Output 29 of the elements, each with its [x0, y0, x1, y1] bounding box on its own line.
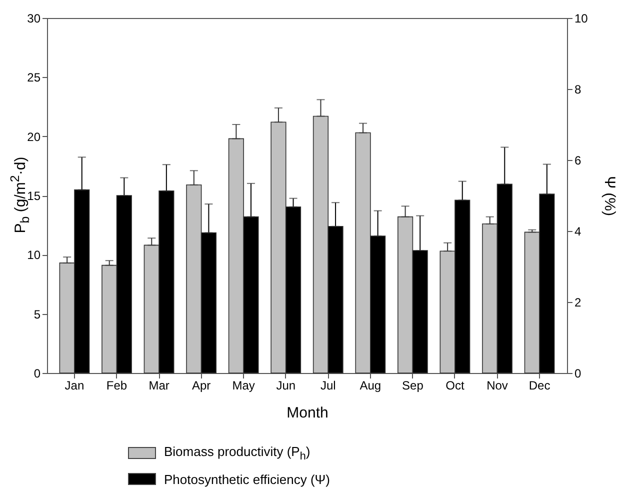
x-tick-label: Jan: [64, 378, 84, 392]
x-tick-label: Jun: [276, 378, 296, 392]
x-tick-label: Mar: [148, 378, 170, 392]
y-tick-label: 10: [27, 248, 41, 262]
y-tick-label: 0: [34, 366, 41, 380]
x-tick-label: Oct: [446, 378, 465, 392]
x-tick-label: Nov: [486, 378, 508, 392]
x-tick-label: Aug: [360, 378, 382, 392]
legend-label: Biomass productivity (P$_{h}$): [164, 444, 310, 462]
y2-tick-label: 10: [574, 12, 588, 26]
y-tick-label: 20: [27, 130, 41, 144]
x-tick-label: Dec: [528, 378, 550, 392]
x-tick-label: May: [232, 378, 255, 392]
y-tick-label: 30: [27, 12, 41, 26]
y2-tick-label: 8: [574, 82, 582, 96]
x-tick-label: Feb: [106, 378, 128, 392]
x-tick-label: Sep: [402, 378, 424, 392]
y2-axis-title: Ψ (%): [600, 176, 618, 216]
y2-tick-label: 6: [574, 154, 582, 168]
y-tick-label: 15: [27, 189, 41, 203]
x-axis-title: Month: [286, 404, 328, 422]
y2-tick-label: 0: [574, 366, 582, 380]
x-tick-label: Apr: [192, 378, 211, 392]
legend-label: Photosynthetic efficiency (Ψ): [164, 472, 330, 486]
y-tick-label: 25: [27, 70, 41, 85]
y2-tick-label: 4: [574, 224, 582, 238]
y-tick-label: 5: [34, 307, 41, 322]
y2-tick-label: 2: [574, 296, 582, 310]
x-tick-label: Jul: [320, 378, 336, 392]
